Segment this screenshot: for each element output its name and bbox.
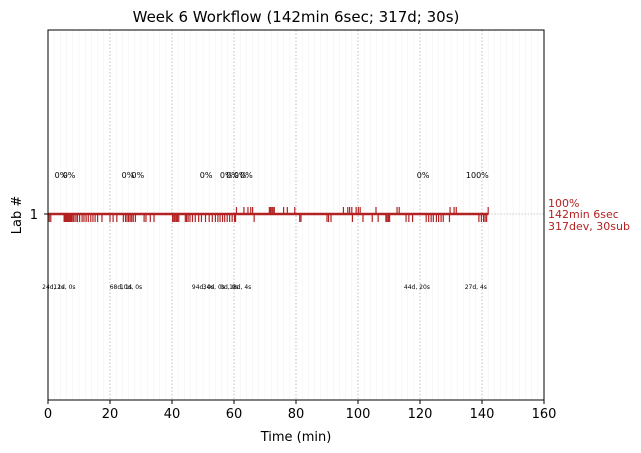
x-tick-label: 100 xyxy=(346,407,371,422)
right-annotation-line-1: 100% xyxy=(548,197,579,210)
percent-label: 0% xyxy=(200,171,213,180)
x-tick-label: 140 xyxy=(470,407,495,422)
time-label: 27d, 4s xyxy=(465,284,487,291)
right-annotation-line-3: 317dev, 30sub xyxy=(548,220,630,233)
percent-label: 0% xyxy=(63,171,76,180)
x-tick-label: 120 xyxy=(408,407,433,422)
time-label: 0d, 0s xyxy=(220,284,238,291)
percent-label: 0% xyxy=(226,171,239,180)
x-tick-label: 80 xyxy=(288,407,305,422)
percent-label: 0% xyxy=(240,171,253,180)
time-label: 68d, 1s xyxy=(110,284,132,291)
time-label: 94d, 0s xyxy=(192,284,214,291)
percent-label: 0% xyxy=(55,171,68,180)
x-tick-label: 0 xyxy=(44,407,52,422)
percent-label: 0% xyxy=(220,171,233,180)
x-tick-label: 160 xyxy=(532,407,557,422)
x-tick-label: 20 xyxy=(102,407,119,422)
time-label: 12d, 0s xyxy=(53,284,75,291)
event-ticks xyxy=(48,207,489,222)
y-tick-label: 1 xyxy=(30,208,38,223)
chart-title: Week 6 Workflow (142min 6sec; 317d; 30s) xyxy=(133,8,460,26)
percent-label: 0% xyxy=(132,171,145,180)
percent-label: 0% xyxy=(122,171,135,180)
time-label: 24d, 1s xyxy=(42,284,64,291)
time-label: 44d, 20s xyxy=(404,284,430,291)
percent-label: 100% xyxy=(466,171,489,180)
x-tick-label: 60 xyxy=(226,407,243,422)
percent-labels: 0%0% 0%0% 0% 0%0%0%0% 0% 100% xyxy=(55,171,490,180)
percent-label: 0% xyxy=(417,171,430,180)
right-annotation: 100% 142min 6sec 317dev, 30sub xyxy=(548,197,630,233)
time-label: 34d, 0s xyxy=(203,284,225,291)
x-tick-label: 40 xyxy=(164,407,181,422)
y-axis: 1 xyxy=(30,208,48,223)
x-axis: 0 20 40 60 80 100 120 140 160 xyxy=(44,400,557,422)
time-label: 10d, 0s xyxy=(120,284,142,291)
y-axis-label: Lab # xyxy=(10,196,25,235)
x-axis-label: Time (min) xyxy=(260,430,332,445)
right-annotation-line-2: 142min 6sec xyxy=(548,208,619,221)
percent-label: 0% xyxy=(234,171,247,180)
time-label: 18d, 4s xyxy=(229,284,251,291)
